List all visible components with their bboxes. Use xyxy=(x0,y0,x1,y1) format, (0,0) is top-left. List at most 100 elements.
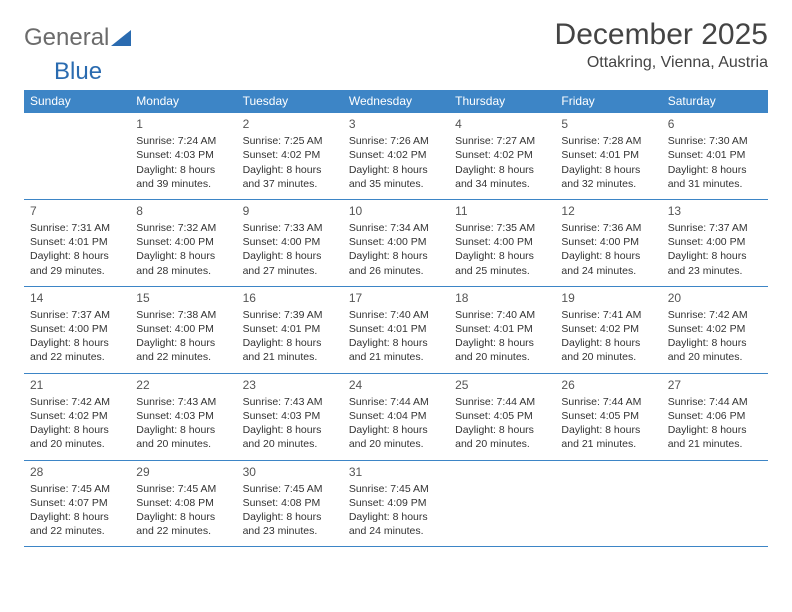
sunset-line: Sunset: 4:00 PM xyxy=(349,235,443,249)
sunrise-line: Sunrise: 7:44 AM xyxy=(349,395,443,409)
day-number: 2 xyxy=(243,116,337,132)
daylight-line: Daylight: 8 hours and 22 minutes. xyxy=(136,510,230,538)
day-number: 17 xyxy=(349,290,443,306)
sunrise-line: Sunrise: 7:45 AM xyxy=(30,482,124,496)
sunrise-line: Sunrise: 7:45 AM xyxy=(243,482,337,496)
calendar-table: SundayMondayTuesdayWednesdayThursdayFrid… xyxy=(24,90,768,547)
day-header: Thursday xyxy=(449,90,555,113)
sunrise-line: Sunrise: 7:40 AM xyxy=(349,308,443,322)
sunset-line: Sunset: 4:02 PM xyxy=(30,409,124,423)
day-number: 26 xyxy=(561,377,655,393)
sunrise-line: Sunrise: 7:37 AM xyxy=(30,308,124,322)
day-number: 4 xyxy=(455,116,549,132)
day-cell: 5Sunrise: 7:28 AMSunset: 4:01 PMDaylight… xyxy=(555,113,661,200)
day-cell: 13Sunrise: 7:37 AMSunset: 4:00 PMDayligh… xyxy=(662,199,768,286)
day-number: 27 xyxy=(668,377,762,393)
day-cell: 30Sunrise: 7:45 AMSunset: 4:08 PMDayligh… xyxy=(237,460,343,547)
sunset-line: Sunset: 4:09 PM xyxy=(349,496,443,510)
daylight-line: Daylight: 8 hours and 24 minutes. xyxy=(349,510,443,538)
day-number: 29 xyxy=(136,464,230,480)
day-cell: 21Sunrise: 7:42 AMSunset: 4:02 PMDayligh… xyxy=(24,373,130,460)
day-cell xyxy=(449,460,555,547)
daylight-line: Daylight: 8 hours and 23 minutes. xyxy=(243,510,337,538)
sunset-line: Sunset: 4:02 PM xyxy=(243,148,337,162)
day-number: 22 xyxy=(136,377,230,393)
day-cell: 23Sunrise: 7:43 AMSunset: 4:03 PMDayligh… xyxy=(237,373,343,460)
day-number: 8 xyxy=(136,203,230,219)
day-cell: 11Sunrise: 7:35 AMSunset: 4:00 PMDayligh… xyxy=(449,199,555,286)
week-row: 1Sunrise: 7:24 AMSunset: 4:03 PMDaylight… xyxy=(24,113,768,200)
daylight-line: Daylight: 8 hours and 22 minutes. xyxy=(30,336,124,364)
day-number: 14 xyxy=(30,290,124,306)
day-number: 6 xyxy=(668,116,762,132)
day-cell: 25Sunrise: 7:44 AMSunset: 4:05 PMDayligh… xyxy=(449,373,555,460)
day-cell: 12Sunrise: 7:36 AMSunset: 4:00 PMDayligh… xyxy=(555,199,661,286)
sunrise-line: Sunrise: 7:34 AM xyxy=(349,221,443,235)
day-number: 18 xyxy=(455,290,549,306)
day-number: 5 xyxy=(561,116,655,132)
daylight-line: Daylight: 8 hours and 27 minutes. xyxy=(243,249,337,277)
day-cell: 18Sunrise: 7:40 AMSunset: 4:01 PMDayligh… xyxy=(449,286,555,373)
sunset-line: Sunset: 4:03 PM xyxy=(136,409,230,423)
sunrise-line: Sunrise: 7:30 AM xyxy=(668,134,762,148)
day-cell: 31 Sunrise: 7:45 AMSunset: 4:09 PMDayligh… xyxy=(343,460,449,547)
day-cell: 14Sunrise: 7:37 AMSunset: 4:00 PMDayligh… xyxy=(24,286,130,373)
daylight-line: Daylight: 8 hours and 20 minutes. xyxy=(349,423,443,451)
daylight-line: Daylight: 8 hours and 20 minutes. xyxy=(455,336,549,364)
day-cell xyxy=(555,460,661,547)
day-number: 19 xyxy=(561,290,655,306)
sunset-line: Sunset: 4:01 PM xyxy=(349,322,443,336)
day-number: 15 xyxy=(136,290,230,306)
day-number: 10 xyxy=(349,203,443,219)
day-number: 30 xyxy=(243,464,337,480)
daylight-line: Daylight: 8 hours and 20 minutes. xyxy=(668,336,762,364)
sunrise-line: Sunrise: 7:39 AM xyxy=(243,308,337,322)
day-cell: 29Sunrise: 7:45 AMSunset: 4:08 PMDayligh… xyxy=(130,460,236,547)
day-header-row: SundayMondayTuesdayWednesdayThursdayFrid… xyxy=(24,90,768,113)
day-cell: 7Sunrise: 7:31 AMSunset: 4:01 PMDaylight… xyxy=(24,199,130,286)
day-cell: 2Sunrise: 7:25 AMSunset: 4:02 PMDaylight… xyxy=(237,113,343,200)
day-header: Tuesday xyxy=(237,90,343,113)
sunset-line: Sunset: 4:00 PM xyxy=(455,235,549,249)
sunset-line: Sunset: 4:00 PM xyxy=(561,235,655,249)
sunrise-line: Sunrise: 7:28 AM xyxy=(561,134,655,148)
sunset-line: Sunset: 4:00 PM xyxy=(668,235,762,249)
day-number: 31 xyxy=(349,464,443,480)
sunrise-line: Sunrise: 7:41 AM xyxy=(561,308,655,322)
daylight-line: Daylight: 8 hours and 23 minutes. xyxy=(668,249,762,277)
day-cell: 8Sunrise: 7:32 AMSunset: 4:00 PMDaylight… xyxy=(130,199,236,286)
sunset-line: Sunset: 4:00 PM xyxy=(243,235,337,249)
sunrise-line: Sunrise: 7:27 AM xyxy=(455,134,549,148)
sunset-line: Sunset: 4:01 PM xyxy=(30,235,124,249)
day-header: Friday xyxy=(555,90,661,113)
day-cell: 3Sunrise: 7:26 AMSunset: 4:02 PMDaylight… xyxy=(343,113,449,200)
day-number: 16 xyxy=(243,290,337,306)
sunrise-line: Sunrise: 7:45 AM xyxy=(349,482,443,496)
daylight-line: Daylight: 8 hours and 22 minutes. xyxy=(30,510,124,538)
day-cell: 26Sunrise: 7:44 AMSunset: 4:05 PMDayligh… xyxy=(555,373,661,460)
day-cell: 9Sunrise: 7:33 AMSunset: 4:00 PMDaylight… xyxy=(237,199,343,286)
daylight-line: Daylight: 8 hours and 22 minutes. xyxy=(136,336,230,364)
sunrise-line: Sunrise: 7:25 AM xyxy=(243,134,337,148)
sunrise-line: Sunrise: 7:24 AM xyxy=(136,134,230,148)
sunset-line: Sunset: 4:02 PM xyxy=(668,322,762,336)
daylight-line: Daylight: 8 hours and 20 minutes. xyxy=(561,336,655,364)
sunrise-line: Sunrise: 7:26 AM xyxy=(349,134,443,148)
daylight-line: Daylight: 8 hours and 20 minutes. xyxy=(243,423,337,451)
sunset-line: Sunset: 4:00 PM xyxy=(136,235,230,249)
sunset-line: Sunset: 4:00 PM xyxy=(136,322,230,336)
day-number: 12 xyxy=(561,203,655,219)
day-cell: 22Sunrise: 7:43 AMSunset: 4:03 PMDayligh… xyxy=(130,373,236,460)
day-header: Saturday xyxy=(662,90,768,113)
week-row: 28Sunrise: 7:45 AMSunset: 4:07 PMDayligh… xyxy=(24,460,768,547)
day-number: 13 xyxy=(668,203,762,219)
day-cell: 28Sunrise: 7:45 AMSunset: 4:07 PMDayligh… xyxy=(24,460,130,547)
sunrise-line: Sunrise: 7:36 AM xyxy=(561,221,655,235)
day-number: 1 xyxy=(136,116,230,132)
daylight-line: Daylight: 8 hours and 35 minutes. xyxy=(349,163,443,191)
sunrise-line: Sunrise: 7:43 AM xyxy=(136,395,230,409)
day-cell: 1Sunrise: 7:24 AMSunset: 4:03 PMDaylight… xyxy=(130,113,236,200)
day-cell: 24Sunrise: 7:44 AMSunset: 4:04 PMDayligh… xyxy=(343,373,449,460)
calendar-body: 1 Sunrise: 7:24 AM Sunset: 4:03 PM Daylight… xyxy=(24,113,768,547)
sunset-line: Sunset: 4:02 PM xyxy=(561,322,655,336)
